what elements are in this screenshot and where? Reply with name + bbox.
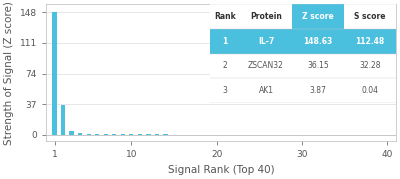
Text: ZSCAN32: ZSCAN32 (248, 61, 284, 70)
Bar (129, 134, 134, 135)
Text: Rank: Rank (214, 12, 236, 21)
Bar (344, 54, 396, 78)
Bar (292, 4, 344, 29)
Text: 3.87: 3.87 (310, 86, 326, 95)
Bar (138, 134, 142, 135)
Bar (292, 78, 344, 103)
Bar (61, 105, 65, 135)
Text: 32.28: 32.28 (359, 61, 381, 70)
Bar (210, 4, 240, 29)
Bar (210, 29, 240, 54)
Bar (70, 131, 74, 135)
Bar (95, 134, 99, 135)
Text: 3: 3 (223, 86, 228, 95)
Text: IL-7: IL-7 (258, 37, 274, 46)
Bar (210, 54, 240, 78)
Bar (155, 134, 159, 135)
Text: 112.48: 112.48 (355, 37, 384, 46)
Text: 0.04: 0.04 (361, 86, 378, 95)
Text: 1: 1 (223, 37, 228, 46)
Bar (52, 12, 57, 135)
Bar (240, 78, 292, 103)
Bar (240, 4, 292, 29)
Bar (86, 134, 91, 135)
Bar (78, 133, 82, 135)
Bar (104, 134, 108, 135)
Bar (292, 54, 344, 78)
Y-axis label: Strength of Signal (Z score): Strength of Signal (Z score) (4, 1, 14, 145)
Bar (344, 29, 396, 54)
Bar (292, 29, 344, 54)
Text: 36.15: 36.15 (307, 61, 329, 70)
Bar (146, 134, 150, 135)
Text: AK1: AK1 (258, 86, 274, 95)
Bar (344, 78, 396, 103)
Bar (112, 134, 116, 135)
Bar (240, 54, 292, 78)
Text: 148.63: 148.63 (303, 37, 332, 46)
Bar (240, 29, 292, 54)
Bar (210, 78, 240, 103)
Text: S score: S score (354, 12, 386, 21)
X-axis label: Signal Rank (Top 40): Signal Rank (Top 40) (168, 165, 274, 175)
Text: Protein: Protein (250, 12, 282, 21)
Bar (121, 134, 125, 135)
Text: 2: 2 (223, 61, 228, 70)
Text: Z score: Z score (302, 12, 334, 21)
Bar (344, 4, 396, 29)
